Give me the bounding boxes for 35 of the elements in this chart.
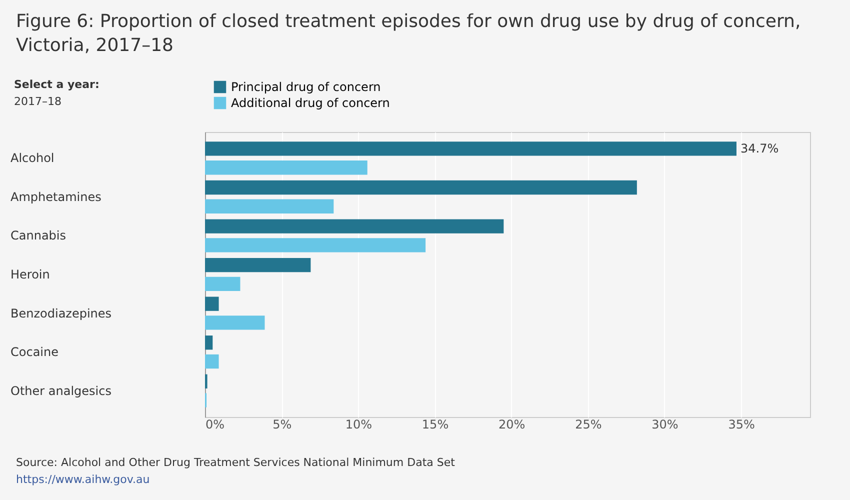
bar: [205, 258, 311, 272]
bar: [205, 276, 240, 292]
bar: [205, 142, 736, 156]
x-tick-label: 30%: [652, 418, 678, 432]
bar: [205, 316, 265, 330]
source-note: Source: Alcohol and Other Drug Treatment Services National Minimum Data Set: [16, 455, 455, 471]
bar: [205, 354, 219, 369]
x-tick-label: 0%: [206, 418, 225, 432]
y-tick-label: Cocaine: [10, 345, 58, 360]
text: 2017–18: [14, 95, 62, 108]
bar: [205, 296, 219, 311]
x-tick-label: 20%: [498, 418, 526, 432]
y-tick-label: Amphetamines: [10, 190, 102, 204]
x-tick-label: 15%: [422, 418, 449, 432]
bar: [205, 199, 334, 214]
x-tick-label: 25%: [575, 418, 602, 432]
data-label: 34.7%: [740, 142, 779, 156]
bar: [205, 238, 426, 252]
y-tick-label: Heroin: [10, 268, 50, 282]
text: Select a year:: [14, 78, 100, 91]
x-tick-label: 10%: [345, 418, 372, 432]
y-tick-label: Cannabis: [10, 228, 66, 243]
y-tick-label: Benzodiazepines: [10, 306, 112, 320]
bar: [205, 336, 213, 350]
text: https://www.aihw.gov.au: [16, 472, 150, 486]
legend-label: Additional drug of concern: [231, 96, 390, 110]
x-tick-label: 5%: [272, 418, 292, 432]
bar: [205, 160, 368, 175]
bar: [205, 219, 504, 234]
bar: [205, 180, 637, 195]
x-tick-label: 35%: [728, 418, 755, 432]
legend-label: Principal drug of concern: [231, 80, 381, 94]
y-tick-label: Other analgesics: [10, 384, 112, 398]
y-tick-label: Alcohol: [10, 151, 54, 166]
chart-title: Figure 6: Proportion of closed treatment episodes for own drug use by drug of concern, Victoria, 2017–18: [15, 10, 802, 58]
